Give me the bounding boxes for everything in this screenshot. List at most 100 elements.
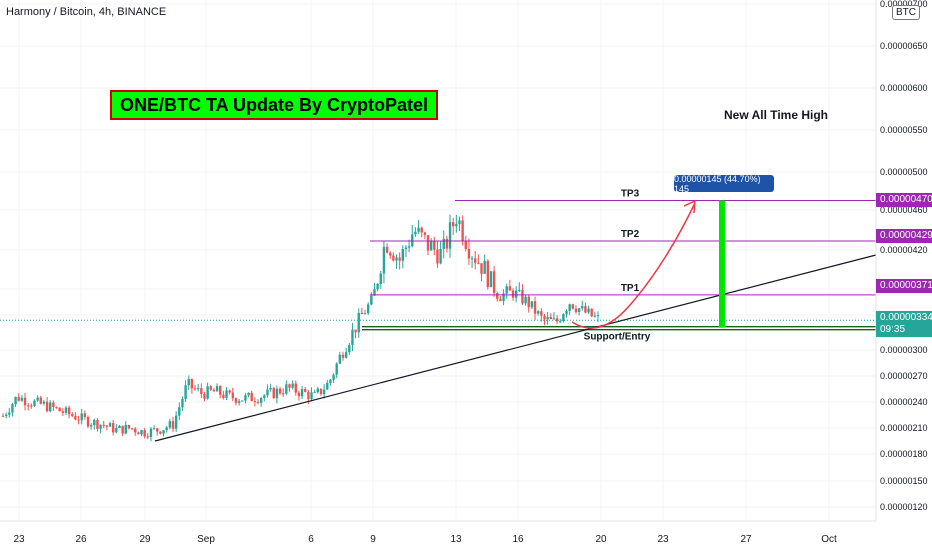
candle-body	[26, 405, 30, 407]
y-tick-label: 0.00000550	[880, 125, 928, 135]
candle-body	[77, 419, 80, 421]
candle-body	[593, 315, 597, 317]
candles	[1, 214, 600, 442]
candle-body	[587, 308, 590, 313]
symbol-title: Harmony / Bitcoin, 4h, BINANCE	[6, 6, 167, 18]
candle-body	[222, 394, 225, 398]
candle-body	[307, 391, 310, 400]
title-banner: ONE/BTC TA Update By CryptoPatel	[110, 90, 438, 120]
candle-body	[351, 329, 354, 346]
candle-body	[411, 234, 414, 247]
candle-body	[489, 271, 493, 288]
candle-body	[499, 298, 502, 302]
y-tick-label: 0.00000700	[880, 0, 928, 9]
candle-body	[263, 395, 266, 399]
candle-body	[14, 396, 17, 405]
candle-body	[99, 424, 102, 429]
candle-body	[203, 394, 206, 399]
candle-body	[237, 401, 241, 403]
candle-body	[559, 321, 562, 323]
candle-body	[442, 238, 445, 249]
candle-body	[540, 311, 543, 316]
range-measure-label: 0.00000145 (44.70%) 145	[674, 174, 774, 194]
candle-body	[555, 318, 559, 322]
candle-body	[193, 388, 197, 390]
candle-body	[436, 249, 439, 264]
candle-body	[259, 398, 263, 403]
candle-body	[118, 425, 121, 428]
candle-body	[486, 260, 490, 288]
candle-body	[458, 220, 461, 225]
candle-body	[596, 315, 600, 317]
candle-body	[294, 383, 297, 393]
candle-body	[206, 386, 209, 399]
support-entry-label: Support/Entry	[584, 332, 651, 343]
candle-body	[423, 232, 427, 236]
candle-body	[269, 387, 272, 390]
candle-body	[584, 306, 587, 313]
candle-body	[300, 388, 304, 397]
candle-body	[426, 235, 430, 251]
candle-body	[266, 389, 269, 396]
ath-annotation: New All Time High	[724, 108, 829, 122]
candle-body	[376, 283, 379, 290]
tp2-price-tag: 0.00000429	[876, 229, 932, 243]
candle-body	[480, 263, 483, 274]
candle-body	[196, 388, 200, 390]
candle-body	[219, 386, 222, 395]
candle-body	[354, 329, 357, 333]
x-tick-label: 9	[370, 534, 376, 545]
candle-body	[74, 415, 77, 420]
candle-body	[483, 260, 486, 274]
y-tick-label: 0.00000300	[880, 345, 928, 355]
x-tick-label: 26	[75, 534, 87, 545]
candle-body	[382, 246, 386, 274]
candle-body	[80, 413, 83, 421]
x-tick-label: 23	[657, 534, 669, 545]
candle-body	[533, 301, 537, 314]
candle-body	[8, 412, 11, 415]
candle-body	[360, 312, 364, 315]
candle-body	[297, 392, 301, 397]
x-tick-label: 16	[512, 534, 524, 545]
candle-body	[392, 255, 395, 261]
candle-body	[250, 392, 253, 402]
candle-body	[209, 386, 212, 390]
candle-body	[461, 220, 464, 242]
drawings: TP3 TP2 TP1 Support/Entry	[0, 189, 877, 442]
candle-body	[389, 252, 392, 256]
x-tick-label: 13	[450, 534, 462, 545]
x-tick-label: 27	[740, 534, 752, 545]
candle-body	[492, 271, 496, 294]
candle-body	[1, 415, 5, 417]
candle-body	[549, 316, 552, 320]
candle-body	[247, 392, 250, 396]
candle-body	[395, 257, 398, 261]
candle-body	[190, 379, 194, 389]
candle-body	[159, 431, 162, 434]
candle-body	[398, 257, 401, 261]
candle-body	[178, 407, 181, 416]
candle-body	[39, 397, 42, 404]
candle-body	[165, 427, 168, 431]
candle-body	[105, 425, 109, 427]
grid-lines	[0, 0, 876, 521]
candle-body	[467, 248, 471, 259]
x-tick-label: Oct	[821, 534, 837, 545]
candle-body	[574, 308, 578, 312]
candle-body	[215, 386, 219, 392]
candle-body	[231, 392, 235, 399]
candle-body	[58, 407, 61, 412]
candle-body	[234, 398, 238, 403]
currency-badge[interactable]: BTC	[892, 5, 920, 20]
bar-countdown: 09:35	[880, 324, 906, 335]
candle-body	[338, 354, 342, 364]
candle-body	[464, 241, 467, 249]
candle-body	[200, 388, 203, 395]
candle-body	[244, 395, 247, 401]
candle-body	[316, 388, 320, 393]
candle-body	[33, 400, 36, 406]
candle-body	[474, 258, 477, 263]
